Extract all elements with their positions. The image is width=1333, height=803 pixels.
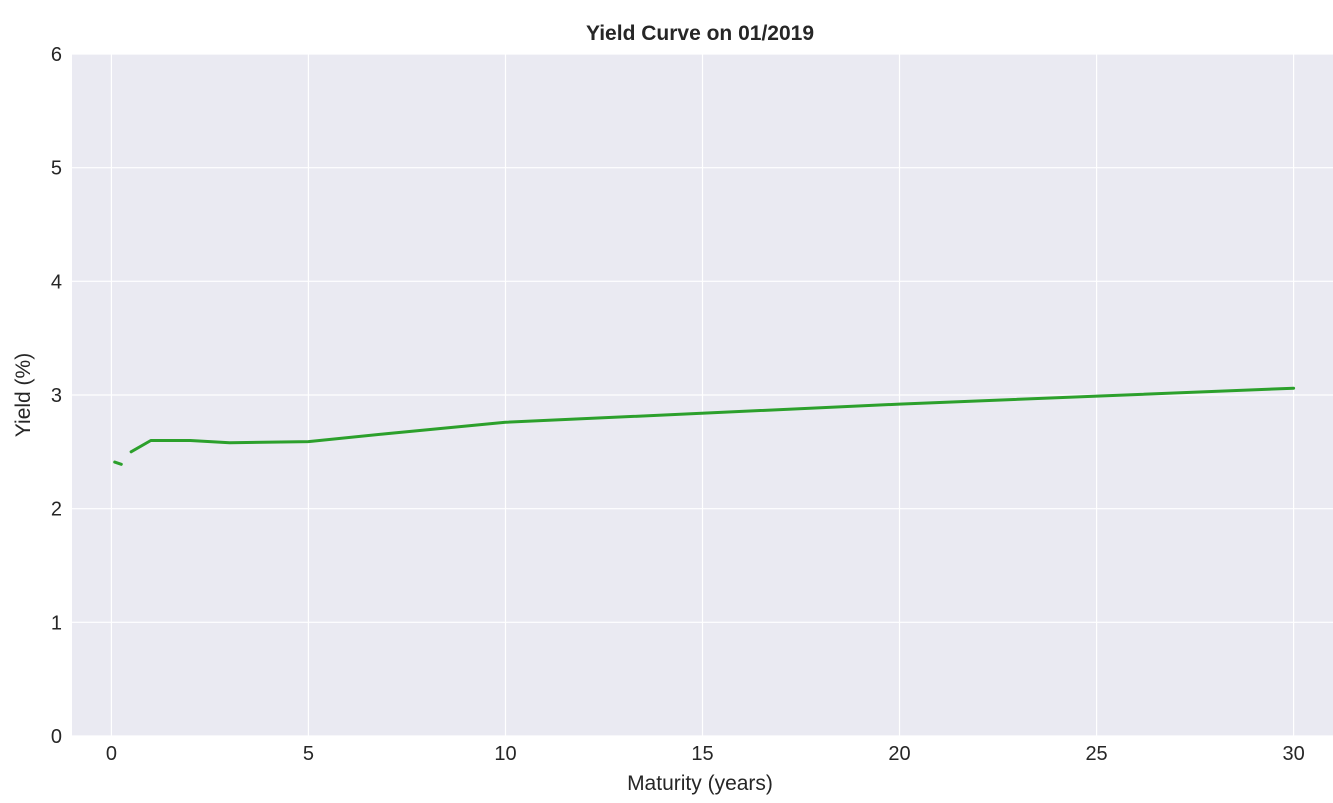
x-tick-label: 20	[888, 743, 910, 765]
y-tick-label: 1	[51, 612, 62, 634]
y-axis-label: Yield (%)	[12, 353, 35, 437]
yield-curve-line	[129, 386, 1296, 454]
chart-title: Yield Curve on 01/2019	[586, 22, 814, 45]
x-tick-label: 5	[303, 743, 314, 765]
x-tick-label: 10	[494, 743, 516, 765]
series-group	[113, 386, 1296, 466]
y-tick-label: 3	[51, 385, 62, 407]
y-tick-labels: 0 1 2 3 4 5 6	[51, 44, 62, 748]
y-tick-label: 2	[51, 499, 62, 521]
yield-curve-line	[113, 460, 123, 466]
y-tick-label: 4	[51, 271, 62, 293]
x-tick-label: 0	[106, 743, 117, 765]
y-tick-label: 6	[51, 44, 62, 66]
x-tick-label: 15	[691, 743, 713, 765]
x-tick-label: 25	[1085, 743, 1107, 765]
x-tick-labels: 0 5 10 15 20 25 30	[106, 743, 1305, 765]
y-tick-label: 0	[51, 726, 62, 748]
y-tick-label: 5	[51, 158, 62, 180]
x-tick-label: 30	[1282, 743, 1304, 765]
x-axis-label: Maturity (years)	[627, 772, 773, 795]
